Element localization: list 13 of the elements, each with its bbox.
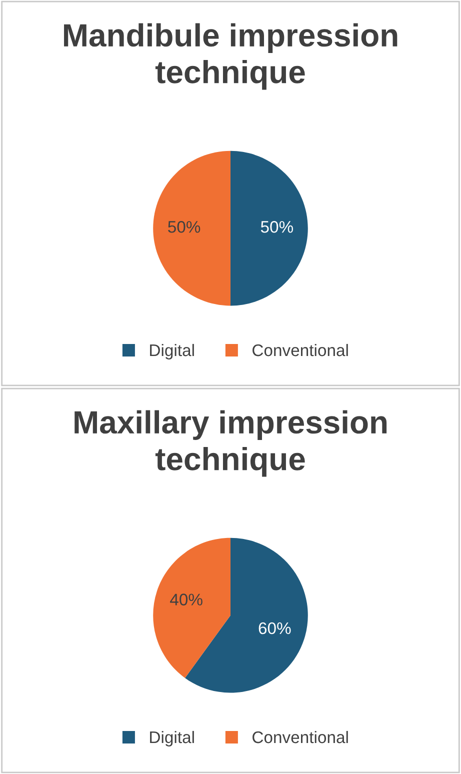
data-label: 40% bbox=[170, 594, 202, 606]
chart-title: Mandibule impression technique bbox=[64, 23, 398, 90]
data-label: 50% bbox=[168, 221, 200, 233]
pie-slice bbox=[153, 538, 230, 678]
legend-label: Conventional bbox=[252, 730, 348, 744]
chart-title: Maxillary impression technique bbox=[74, 410, 387, 477]
legend-label: Digital bbox=[150, 730, 194, 746]
pie-slice bbox=[153, 150, 230, 306]
legend-label: Digital bbox=[150, 344, 194, 360]
data-label: 50% bbox=[260, 221, 294, 233]
data-label: 60% bbox=[258, 622, 291, 634]
pie-slice bbox=[230, 150, 308, 306]
legend-label: Conventional bbox=[252, 344, 348, 356]
